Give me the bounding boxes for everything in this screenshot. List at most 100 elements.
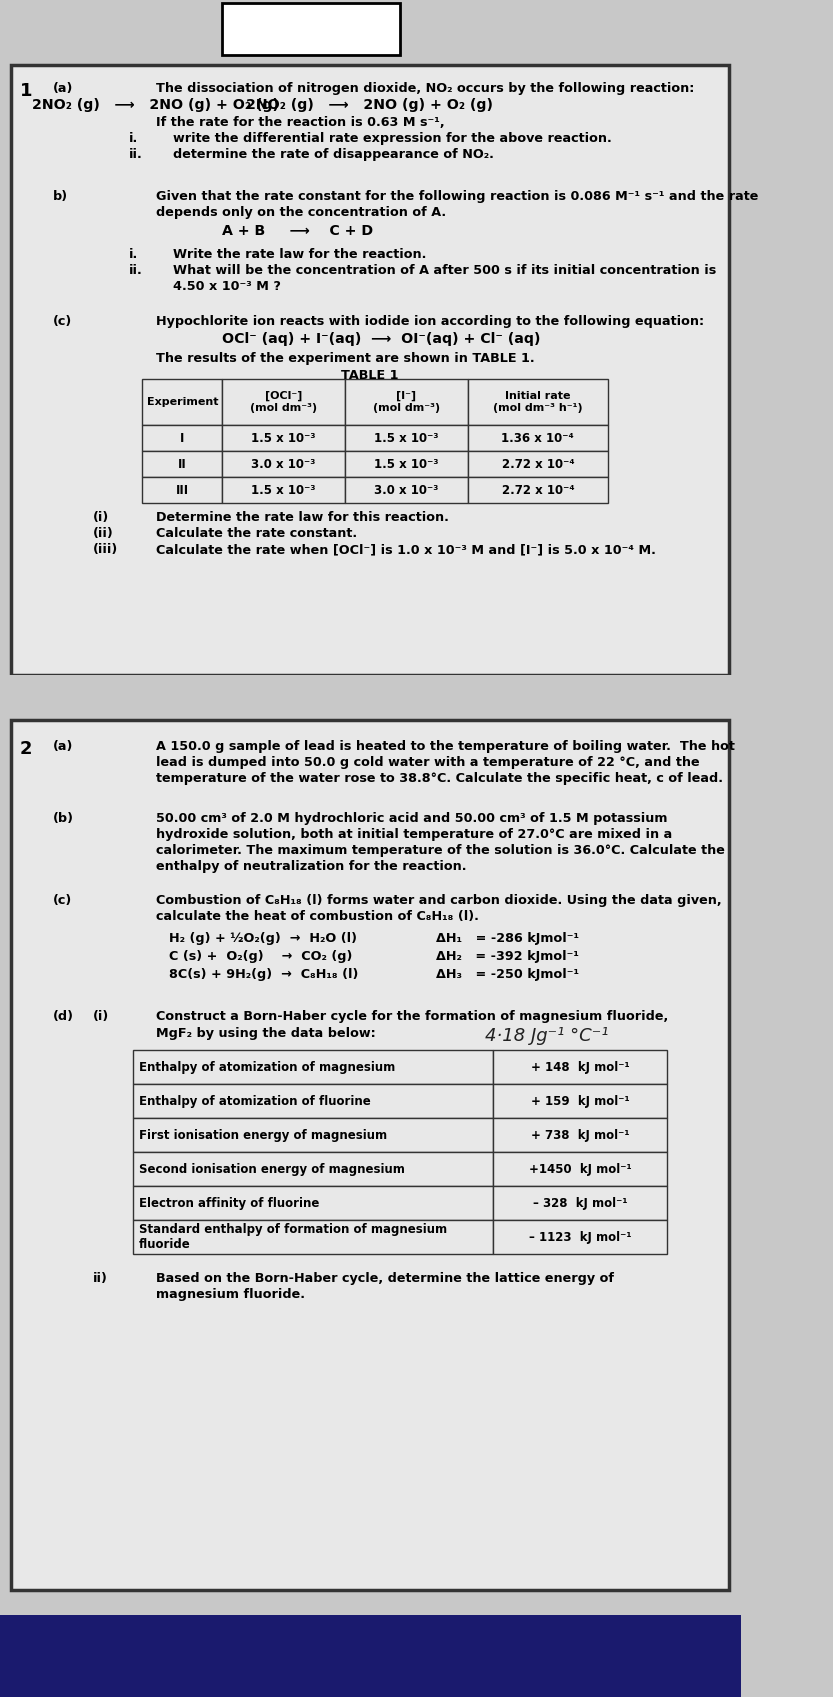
Text: A + B     ⟶    C + D: A + B ⟶ C + D [222,224,373,238]
Text: MgF₂ by using the data below:: MgF₂ by using the data below: [156,1027,376,1040]
Text: (i): (i) [93,511,110,524]
Text: (ii): (ii) [93,528,114,540]
Text: (a): (a) [53,740,73,753]
Bar [0,1616,741,1697]
Text: +1450  kJ mol⁻¹: +1450 kJ mol⁻¹ [529,1162,631,1176]
Text: i.: i. [129,132,138,144]
Bar [133,1118,493,1152]
Text: Standard enthalpy of formation of magnesium
fluoride: Standard enthalpy of formation of magnes… [138,1224,446,1251]
Text: Enthalpy of atomization of fluorine: Enthalpy of atomization of fluorine [138,1095,371,1108]
Text: The results of the experiment are shown in TABLE 1.: The results of the experiment are shown … [156,351,534,365]
Text: Write the rate law for the reaction.: Write the rate law for the reaction. [173,248,426,261]
Text: depends only on the concentration of A.: depends only on the concentration of A. [156,205,446,219]
Bar [467,451,608,477]
Text: magnesium fluoride.: magnesium fluoride. [156,1288,305,1302]
Bar [467,424,608,451]
Text: + 148  kJ mol⁻¹: + 148 kJ mol⁻¹ [531,1061,630,1074]
Text: (b): (b) [53,811,74,825]
Text: 3.0 x 10⁻³: 3.0 x 10⁻³ [252,458,316,470]
Text: Combustion of C₈H₁₈ (l) forms water and carbon dioxide. Using the data given,: Combustion of C₈H₁₈ (l) forms water and … [156,894,721,906]
Text: lead is dumped into 50.0 g cold water with a temperature of 22 °C, and the: lead is dumped into 50.0 g cold water wi… [156,755,699,769]
Text: 1.5 x 10⁻³: 1.5 x 10⁻³ [374,458,438,470]
Text: ΔH₁   = -286 kJmol⁻¹: ΔH₁ = -286 kJmol⁻¹ [436,932,579,945]
Bar [345,424,467,451]
Text: [I⁻]
(mol dm⁻³): [I⁻] (mol dm⁻³) [372,390,440,412]
Text: calculate the heat of combustion of C₈H₁₈ (l).: calculate the heat of combustion of C₈H₁… [156,910,478,923]
Text: Given that the rate constant for the following reaction is 0.086 M⁻¹ s⁻¹ and the: Given that the rate constant for the fol… [156,190,758,204]
Text: Construct a Born-Haber cycle for the formation of magnesium fluoride,: Construct a Born-Haber cycle for the for… [156,1010,668,1023]
Text: Calculate the rate constant.: Calculate the rate constant. [156,528,357,540]
Text: (a): (a) [53,81,73,95]
Text: 1.5 x 10⁻³: 1.5 x 10⁻³ [252,431,316,445]
Text: 2: 2 [19,740,32,759]
Text: First ionisation energy of magnesium: First ionisation energy of magnesium [138,1129,387,1142]
Text: Initial rate
(mol dm⁻³ h⁻¹): Initial rate (mol dm⁻³ h⁻¹) [493,392,583,412]
Text: H₂ (g) + ½O₂(g)  →  H₂O (l): H₂ (g) + ½O₂(g) → H₂O (l) [169,932,357,945]
Bar [11,720,729,1590]
Text: 3.0 x 10⁻³: 3.0 x 10⁻³ [374,484,438,497]
Bar [222,477,345,502]
Bar [222,378,345,424]
Text: temperature of the water rose to 38.8°C. Calculate the specific heat, c of lead.: temperature of the water rose to 38.8°C.… [156,772,722,786]
Text: If the rate for the reaction is 0.63 M s⁻¹,: If the rate for the reaction is 0.63 M s… [156,115,444,129]
Text: 2NO₂ (g)   ⟶   2NO (g) + O₂ (g): 2NO₂ (g) ⟶ 2NO (g) + O₂ (g) [247,98,493,112]
Text: 2NO₂ (g)   ⟶   2NO (g) + O₂ (g): 2NO₂ (g) ⟶ 2NO (g) + O₂ (g) [32,98,279,112]
Text: determine the rate of disappearance of NO₂.: determine the rate of disappearance of N… [173,148,494,161]
Text: II: II [178,458,187,470]
Bar [133,1186,493,1220]
Text: (iii): (iii) [93,543,118,557]
Text: C (s) +  O₂(g)    →  CO₂ (g): C (s) + O₂(g) → CO₂ (g) [169,950,352,962]
Text: i.: i. [129,248,138,261]
Text: write the differential rate expression for the above reaction.: write the differential rate expression f… [173,132,612,144]
Text: 50.00 cm³ of 2.0 M hydrochloric acid and 50.00 cm³ of 1.5 M potassium: 50.00 cm³ of 2.0 M hydrochloric acid and… [156,811,667,825]
Text: hydroxide solution, both at initial temperature of 27.0°C are mixed in a: hydroxide solution, both at initial temp… [156,828,672,842]
Bar [493,1050,666,1084]
Text: Experiment: Experiment [147,397,218,407]
Text: OCl⁻ (aq) + I⁻(aq)  ⟶  OI⁻(aq) + Cl⁻ (aq): OCl⁻ (aq) + I⁻(aq) ⟶ OI⁻(aq) + Cl⁻ (aq) [222,333,541,346]
Text: (i): (i) [93,1010,110,1023]
Bar [222,3,400,54]
Text: Calculate the rate when [OCl⁻] is 1.0 x 10⁻³ M and [I⁻] is 5.0 x 10⁻⁴ M.: Calculate the rate when [OCl⁻] is 1.0 x … [156,543,656,557]
Text: (c): (c) [53,316,72,328]
Bar [493,1186,666,1220]
Text: 4.50 x 10⁻³ M ?: 4.50 x 10⁻³ M ? [173,280,282,294]
Text: The dissociation of nitrogen dioxide, NO₂ occurs by the following reaction:: The dissociation of nitrogen dioxide, NO… [156,81,694,95]
Text: 2.72 x 10⁻⁴: 2.72 x 10⁻⁴ [501,484,574,497]
Text: + 738  kJ mol⁻¹: + 738 kJ mol⁻¹ [531,1129,630,1142]
Text: – 1123  kJ mol⁻¹: – 1123 kJ mol⁻¹ [529,1230,631,1244]
Bar [345,378,467,424]
Bar [133,1220,493,1254]
Text: Determine the rate law for this reaction.: Determine the rate law for this reaction… [156,511,448,524]
Text: ΔH₂   = -392 kJmol⁻¹: ΔH₂ = -392 kJmol⁻¹ [436,950,579,962]
Bar [493,1084,666,1118]
Text: ii.: ii. [129,265,142,277]
Text: calorimeter. The maximum temperature of the solution is 36.0°C. Calculate the: calorimeter. The maximum temperature of … [156,843,725,857]
Text: enthalpy of neutralization for the reaction.: enthalpy of neutralization for the react… [156,860,466,872]
Text: 1: 1 [19,81,32,100]
Bar [11,64,729,675]
Bar [222,424,345,451]
Bar [345,477,467,502]
Text: + 159  kJ mol⁻¹: + 159 kJ mol⁻¹ [531,1095,630,1108]
Text: Hypochlorite ion reacts with iodide ion according to the following equation:: Hypochlorite ion reacts with iodide ion … [156,316,704,328]
Text: [OCl⁻]
(mol dm⁻³): [OCl⁻] (mol dm⁻³) [250,390,317,412]
Bar [142,424,222,451]
Bar [142,378,222,424]
Bar [345,451,467,477]
Text: – 328  kJ mol⁻¹: – 328 kJ mol⁻¹ [533,1196,627,1210]
Text: 4·18 Jg⁻¹ °C⁻¹: 4·18 Jg⁻¹ °C⁻¹ [485,1027,608,1045]
Text: I: I [180,431,184,445]
Text: b): b) [53,190,68,204]
Text: ΔH₃   = -250 kJmol⁻¹: ΔH₃ = -250 kJmol⁻¹ [436,967,579,981]
Bar [133,1084,493,1118]
Bar [133,1152,493,1186]
Bar [142,451,222,477]
Text: (d): (d) [53,1010,74,1023]
Bar [222,451,345,477]
Bar [467,378,608,424]
Text: 1.36 x 10⁻⁴: 1.36 x 10⁻⁴ [501,431,574,445]
Bar [0,675,741,720]
Bar [493,1118,666,1152]
Text: 2.72 x 10⁻⁴: 2.72 x 10⁻⁴ [501,458,574,470]
Text: 1.5 x 10⁻³: 1.5 x 10⁻³ [252,484,316,497]
